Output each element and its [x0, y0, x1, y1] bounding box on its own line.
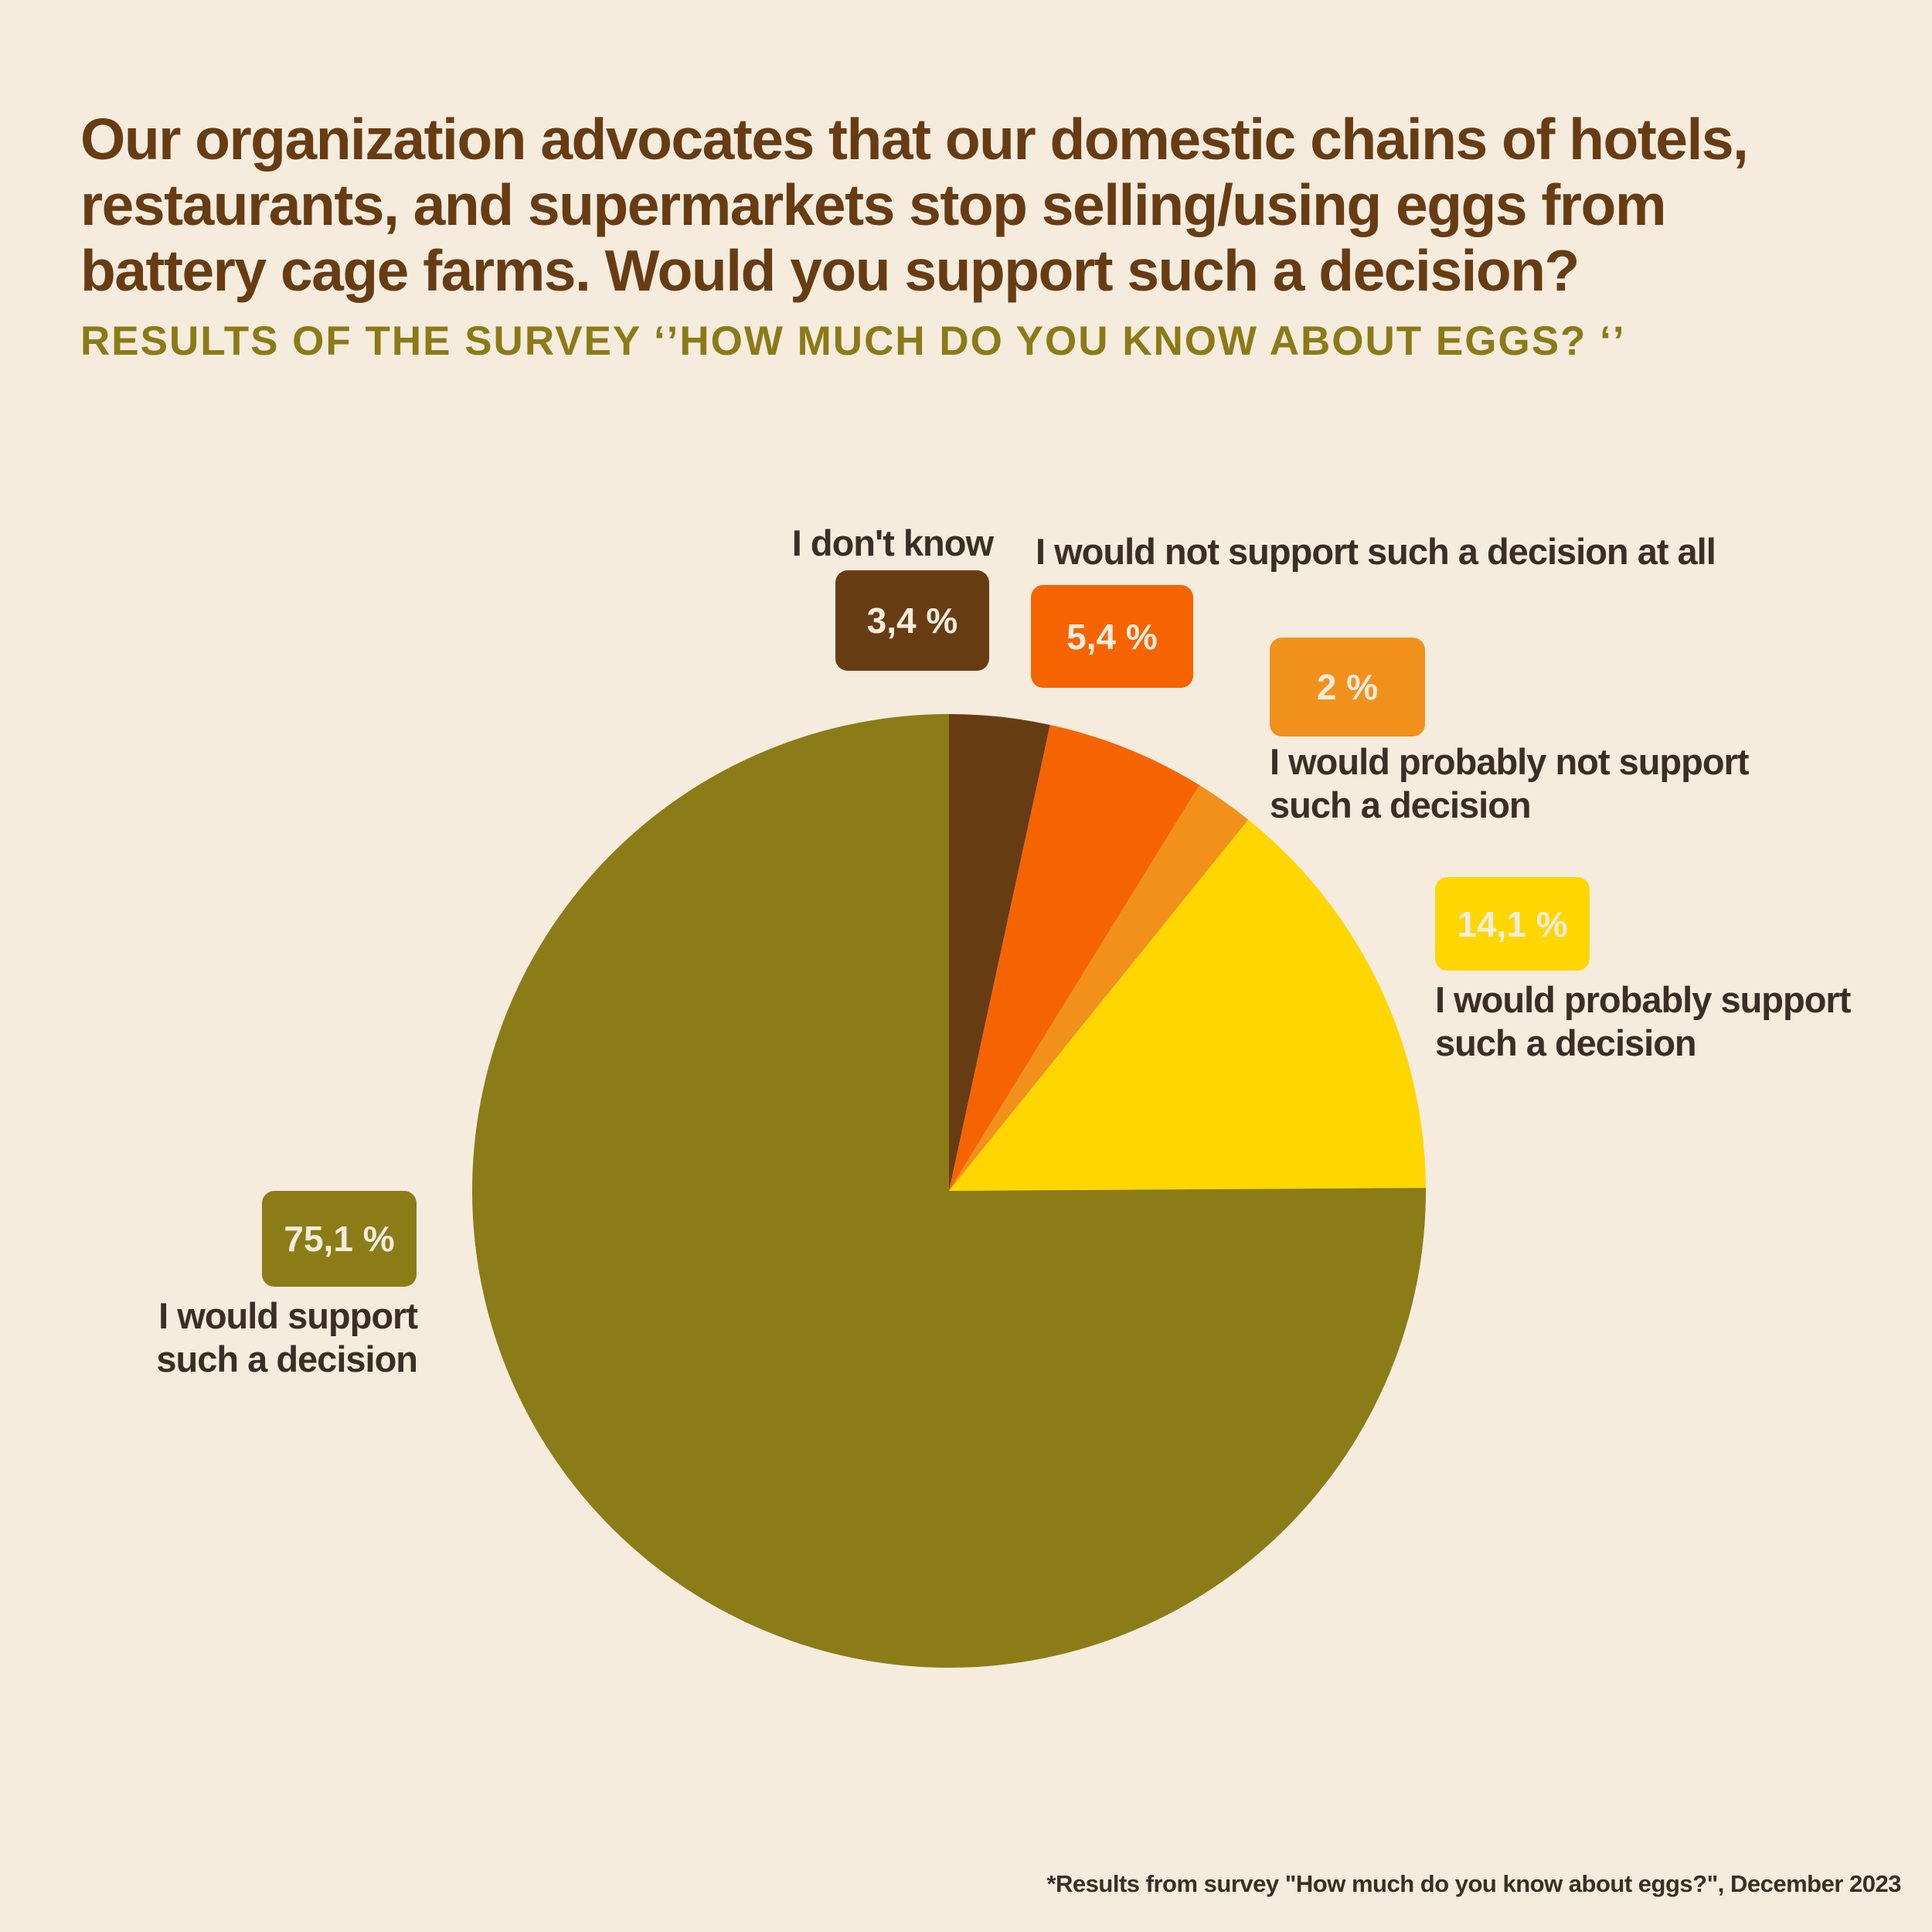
slice-label-support: I would support such a decision — [156, 1295, 418, 1379]
pie-slice-probably-not-support — [949, 784, 1249, 1191]
slice-label-probably-support: I would probably support such a decision — [1435, 979, 1851, 1063]
value-badge-probably-not-support: 2 % — [1270, 638, 1425, 736]
value-badge-probably-support: 14,1 % — [1435, 877, 1590, 971]
pie-slice-support — [471, 714, 1426, 1668]
slice-label-dont-know: I don't know — [791, 522, 994, 563]
footnote: *Results from survey "How much do you kn… — [1046, 1870, 1901, 1897]
pie-slice-dont-know — [949, 714, 1050, 1191]
value-badge-not-support-at-all: 5,4 % — [1031, 585, 1193, 688]
chart-subtitle: RESULTS OF THE SURVEY ‘’HOW MUCH DO YOU … — [80, 318, 1626, 364]
value-badge-dont-know: 3,4 % — [835, 570, 989, 671]
slice-label-not-support-at-all: I would not support such a decision at a… — [1036, 531, 1716, 572]
pie-slice-probably-support — [949, 819, 1426, 1191]
slice-label-probably-not-support: I would probably not support such a deci… — [1270, 741, 1750, 825]
chart-title: Our organization advocates that our dome… — [80, 107, 1749, 303]
pie-slice-not-support-at-all — [949, 725, 1200, 1191]
value-badge-support: 75,1 % — [262, 1191, 417, 1287]
